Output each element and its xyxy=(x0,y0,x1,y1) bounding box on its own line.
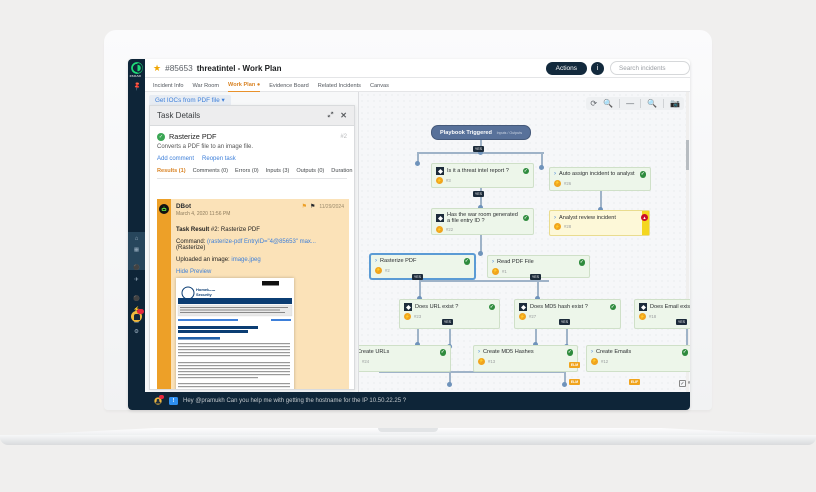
svg-text:Security: Security xyxy=(196,292,213,297)
